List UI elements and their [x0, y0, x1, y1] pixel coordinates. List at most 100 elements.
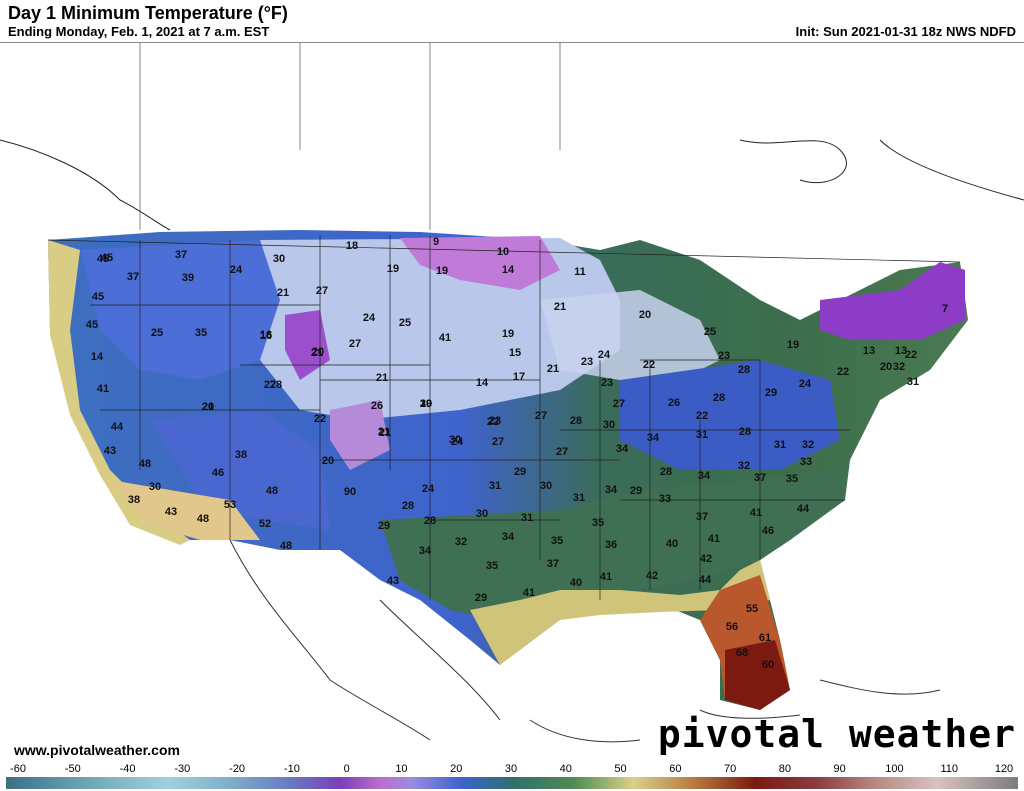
- temperature-label: 28: [570, 415, 582, 427]
- temperature-label: 35: [786, 473, 798, 485]
- temperature-label: 32: [802, 439, 814, 451]
- colorbar-strip: [6, 777, 1018, 789]
- temperature-label: 32: [455, 536, 467, 548]
- temperature-label: 68: [736, 647, 748, 659]
- temperature-label: 44: [111, 421, 124, 433]
- colorbar-tick-label: -30: [174, 763, 191, 775]
- temperature-label: 60: [762, 659, 774, 671]
- temperature-label: 29: [475, 592, 487, 604]
- temperature-label: 48: [280, 540, 292, 552]
- init-time: Init: Sun 2021-01-31 18z NWS NDFD: [795, 24, 1016, 39]
- purple-cold-new-england: [820, 262, 965, 340]
- temperature-label: 17: [513, 371, 525, 383]
- temperature-label: 30: [149, 481, 161, 493]
- colorbar-tick-label: -60: [10, 763, 26, 775]
- temperature-label: 37: [754, 472, 766, 484]
- temperature-label: 45: [97, 253, 109, 265]
- temperature-label: 21: [547, 363, 559, 375]
- temperature-label: 15: [509, 347, 521, 359]
- temperature-label: 42: [700, 553, 712, 565]
- temperature-label: 28: [739, 426, 751, 438]
- temperature-label: 34: [647, 432, 660, 444]
- temperature-label: 18: [346, 240, 358, 252]
- temperature-label: 37: [127, 271, 139, 283]
- temperature-label: 48: [197, 513, 209, 525]
- colorbar-ticks: -60 -50 -40 -30 -20 -10 0 10 20 30 40 50 60 70 80 90 100…: [0, 762, 1024, 776]
- temperature-label: 22: [314, 413, 326, 425]
- temperature-label: 32: [738, 460, 750, 472]
- temperature-label: 25: [704, 326, 716, 338]
- temperature-label: 28: [402, 500, 414, 512]
- temperature-label: 21: [379, 427, 391, 439]
- temperature-label: 23: [718, 350, 730, 362]
- temperature-label: 22: [487, 416, 499, 428]
- coastline-labrador: [879, 139, 1024, 201]
- temperature-label: 45: [101, 252, 113, 264]
- temperature-label: 29: [765, 387, 777, 399]
- temperature-label: 48: [266, 485, 278, 497]
- temperature-label: 22: [905, 349, 917, 361]
- temperature-label: 27: [316, 285, 328, 297]
- temperature-label: 27: [613, 398, 625, 410]
- temperature-label: 24: [598, 349, 611, 361]
- temperature-label: 31: [489, 480, 501, 492]
- temperature-label: 14: [91, 351, 104, 363]
- temperature-label: 20: [312, 346, 324, 358]
- temperature-label: 30: [449, 434, 461, 446]
- temperature-label: 29: [514, 466, 526, 478]
- temperature-label: 44: [797, 503, 810, 515]
- temperature-label: 35: [195, 327, 207, 339]
- temperature-label: 9: [433, 236, 439, 248]
- temperature-label: 40: [570, 577, 582, 589]
- temperature-label: 42: [646, 570, 658, 582]
- temperature-label: 21: [277, 287, 289, 299]
- temperature-label: 46: [212, 467, 224, 479]
- temperature-label: 34: [698, 470, 711, 482]
- colorbar-tick-label: 80: [778, 763, 791, 775]
- temperature-label: 28: [424, 515, 436, 527]
- temperature-label: 10: [497, 246, 509, 258]
- temperature-label: 21: [554, 301, 566, 313]
- temperature-label: 24: [230, 264, 243, 276]
- temperature-label: 32: [893, 361, 905, 373]
- temperature-label: 31: [696, 429, 708, 441]
- temperature-label: 19: [436, 265, 448, 277]
- colorbar-tick-label: 110: [940, 763, 958, 775]
- blue-ohio-valley: [620, 360, 840, 470]
- temperature-label: 22: [696, 410, 708, 422]
- temperature-label: 90: [344, 486, 356, 498]
- temperature-label: 53: [224, 499, 236, 511]
- blue-southwest: [150, 410, 330, 530]
- temperature-label: 34: [502, 531, 515, 543]
- temperature-label: 27: [535, 410, 547, 422]
- temperature-label: 29: [630, 485, 642, 497]
- temperature-label: 22: [643, 359, 655, 371]
- temperature-label: 7: [942, 303, 948, 315]
- temperature-label: 45: [86, 319, 98, 331]
- temperature-label: 21: [376, 372, 388, 384]
- temperature-label: 22: [837, 366, 849, 378]
- temperature-label: 27: [349, 338, 361, 350]
- map-title: Day 1 Minimum Temperature (°F): [8, 3, 288, 23]
- temperature-label: 28: [270, 379, 282, 391]
- colorbar-tick-label: -10: [283, 763, 300, 775]
- temperature-label: 34: [419, 545, 432, 557]
- temperature-label: 41: [600, 571, 612, 583]
- website-url: www.pivotalweather.com: [14, 742, 180, 758]
- brand-logo: pivotal weather: [657, 712, 1016, 756]
- purple-cold-wyoming: [285, 310, 330, 380]
- colorbar-tick-label: -40: [119, 763, 136, 775]
- temperature-label: 19: [502, 328, 514, 340]
- temperature-label: 30: [540, 480, 552, 492]
- header-bar: Day 1 Minimum Temperature (°F) Ending Mo…: [0, 0, 1024, 43]
- temperature-label: 39: [182, 272, 194, 284]
- temperature-label: 29: [378, 520, 390, 532]
- temperature-label: 23: [489, 415, 501, 427]
- temperature-label: 21: [311, 347, 323, 359]
- temperature-label: 44: [699, 574, 712, 586]
- cold-great-lakes: [540, 290, 720, 380]
- temperature-label: 20: [322, 455, 334, 467]
- temperature-label: 19: [787, 339, 799, 351]
